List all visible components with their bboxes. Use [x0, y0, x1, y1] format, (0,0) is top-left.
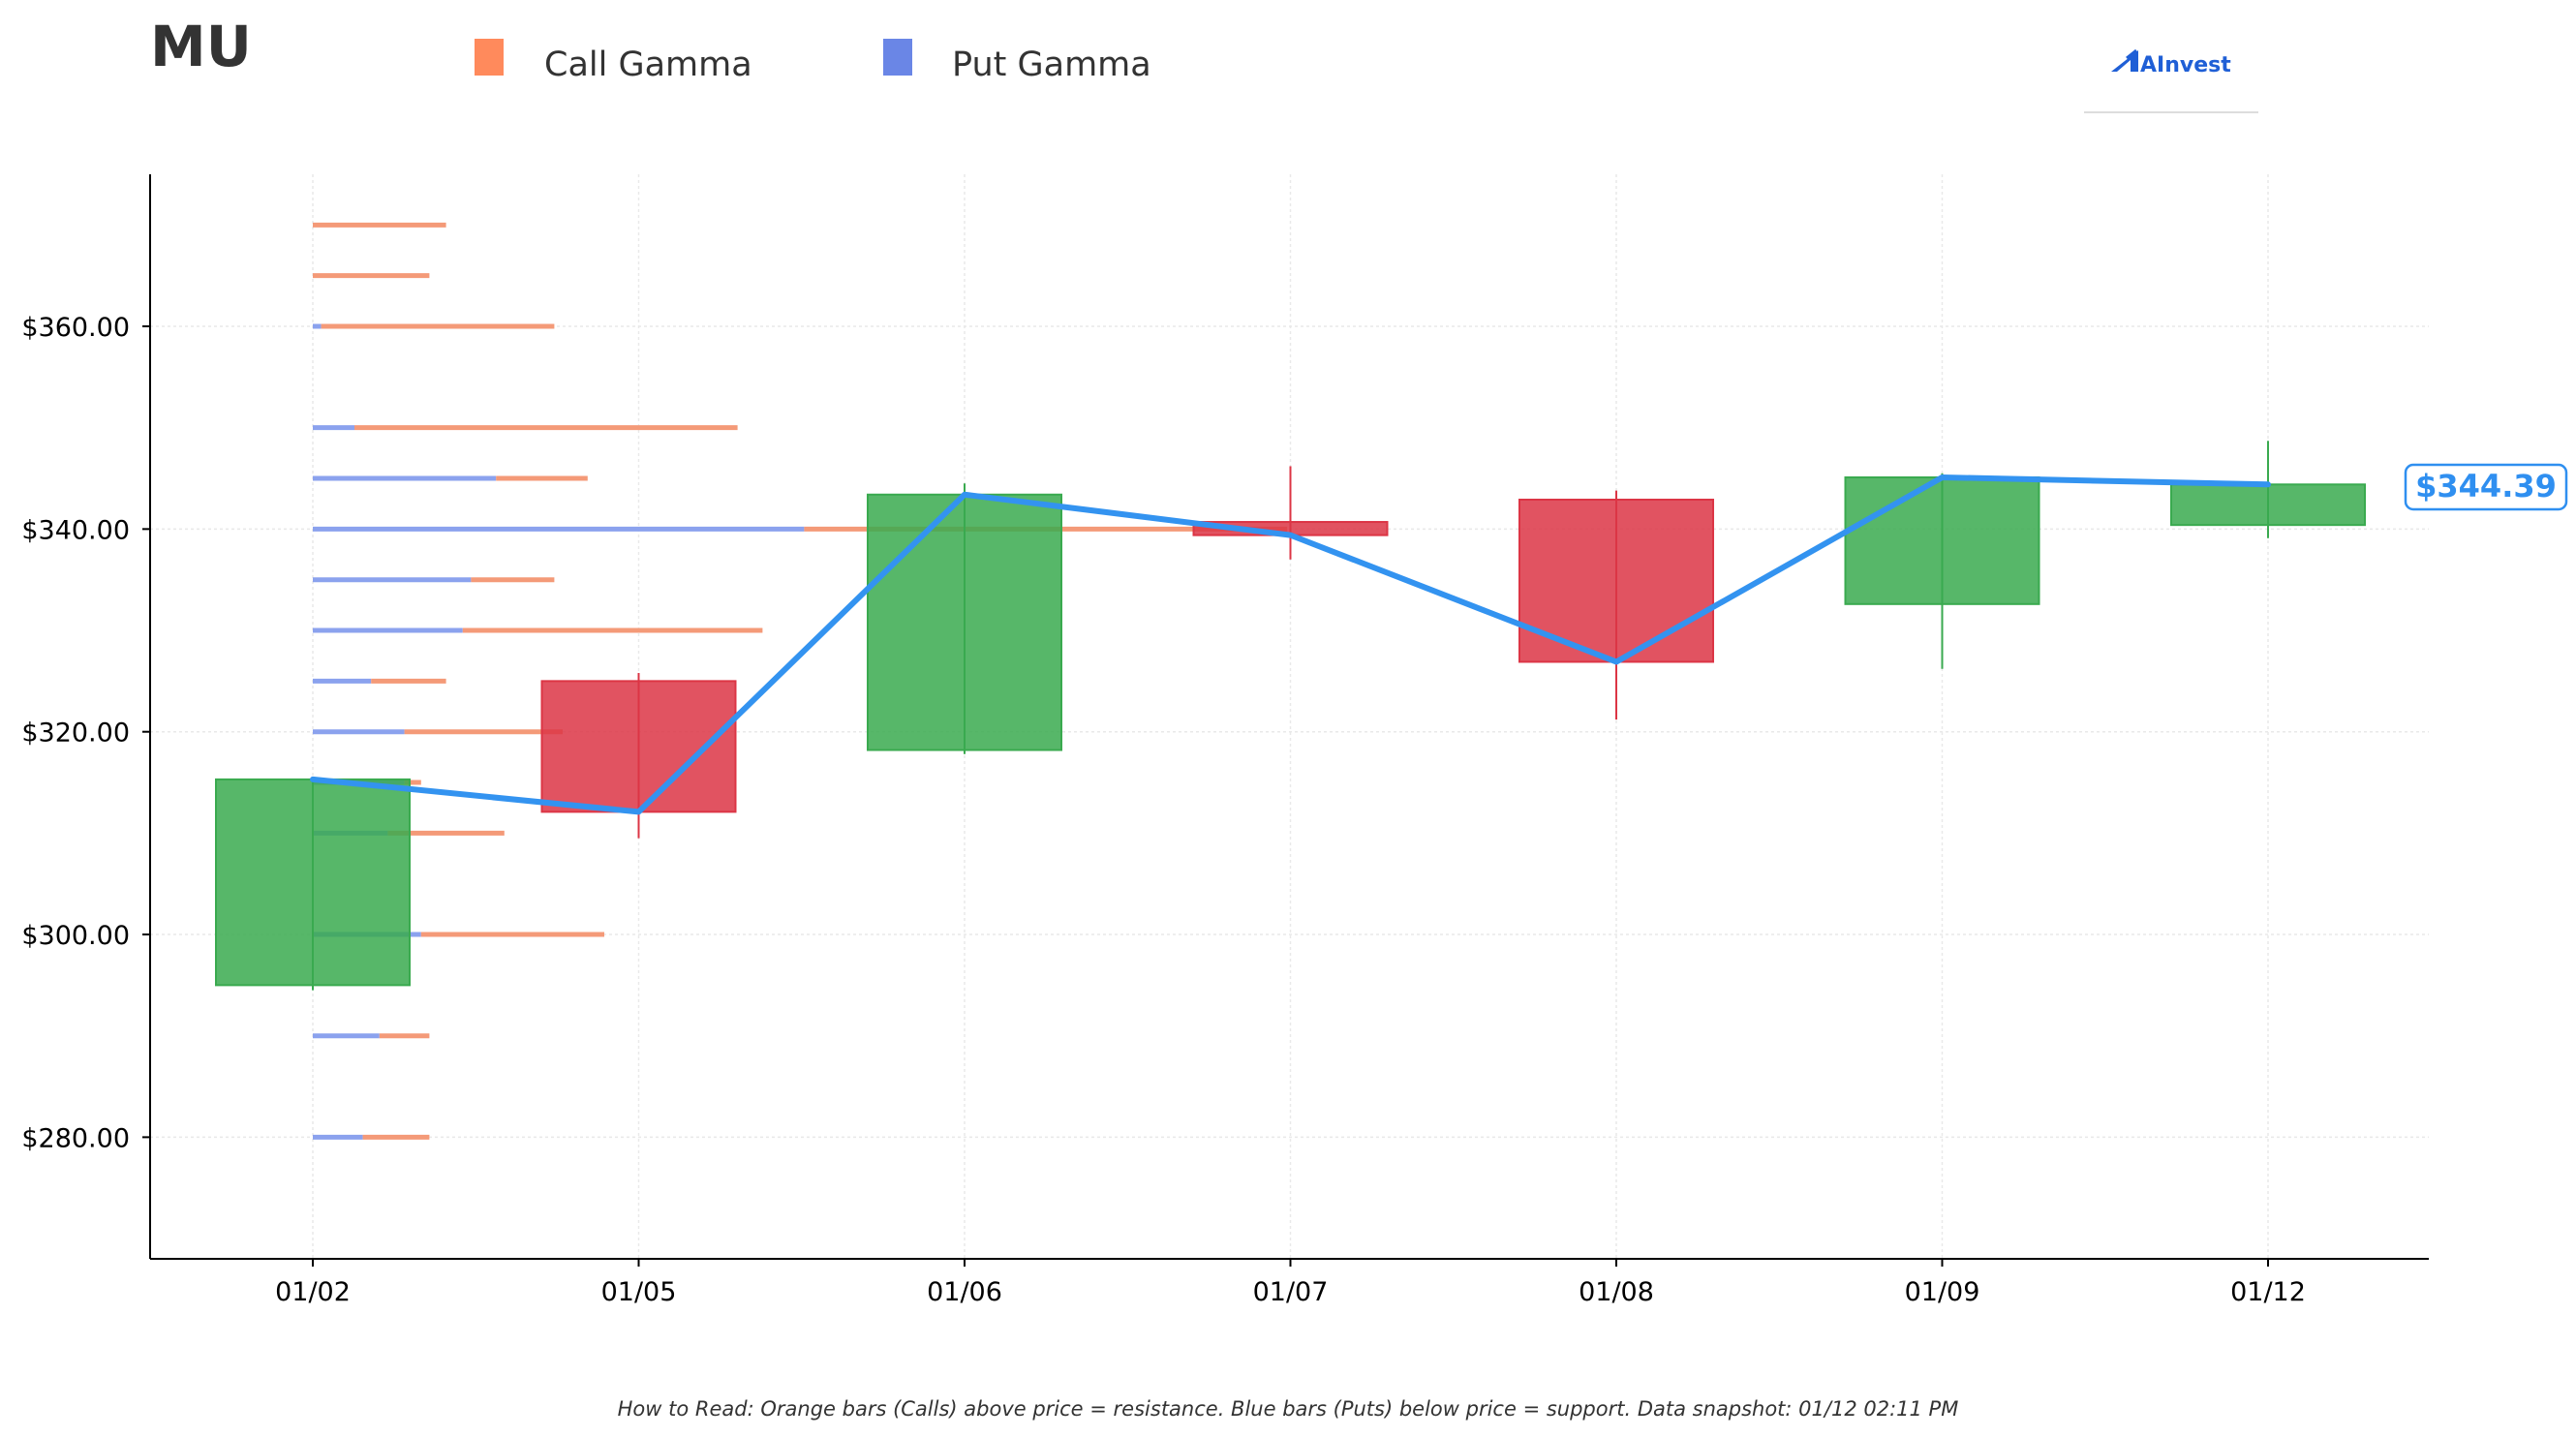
call-gamma-legend-swatch [475, 39, 504, 76]
x-tick-label: 01/12 [2230, 1277, 2306, 1307]
call-gamma-legend-label: Call Gamma [544, 46, 752, 84]
candle-body-up [867, 493, 1062, 751]
ainvest-logo: AInvest [2084, 48, 2258, 113]
x-tick-label: 01/06 [927, 1277, 1002, 1307]
x-tick-label: 01/07 [1253, 1277, 1329, 1307]
last-price-label: $344.39 [2415, 468, 2557, 504]
gamma-bars [313, 222, 1288, 1140]
close-price-line [310, 474, 2271, 815]
x-tick-label: 01/05 [601, 1277, 677, 1307]
how-to-read-caption: How to Read: Orange bars (Calls) above p… [618, 1397, 1959, 1421]
legend: Call Gamma Put Gamma [475, 39, 1151, 84]
axes: $280.00 $300.00 $320.00 $340.00 $360.00 01/02… [21, 174, 2429, 1307]
x-tick-label: 01/08 [1579, 1277, 1654, 1307]
y-tick-label: $320.00 [21, 718, 130, 749]
put-gamma-legend-label: Put Gamma [952, 46, 1151, 84]
grid [150, 174, 2429, 1259]
ticker-title: MU [150, 14, 252, 79]
candle-body-up [1844, 475, 2040, 605]
candle-body-up [2170, 483, 2366, 527]
logo-text: AInvest [2140, 53, 2231, 77]
close-price-line-group [310, 474, 2271, 815]
candle-body-up [215, 778, 411, 987]
y-tick-label: $360.00 [21, 313, 130, 343]
chart-logo-icon [2111, 48, 2138, 72]
y-tick-label: $280.00 [21, 1123, 130, 1153]
x-tick-label: 01/09 [1905, 1277, 1980, 1307]
x-tick-label: 01/02 [275, 1277, 351, 1307]
last-price-badge: $344.39 [2404, 463, 2568, 511]
y-tick-label: $340.00 [21, 515, 130, 545]
put-gamma-legend-swatch [883, 39, 912, 76]
y-tick-label: $300.00 [21, 921, 130, 951]
